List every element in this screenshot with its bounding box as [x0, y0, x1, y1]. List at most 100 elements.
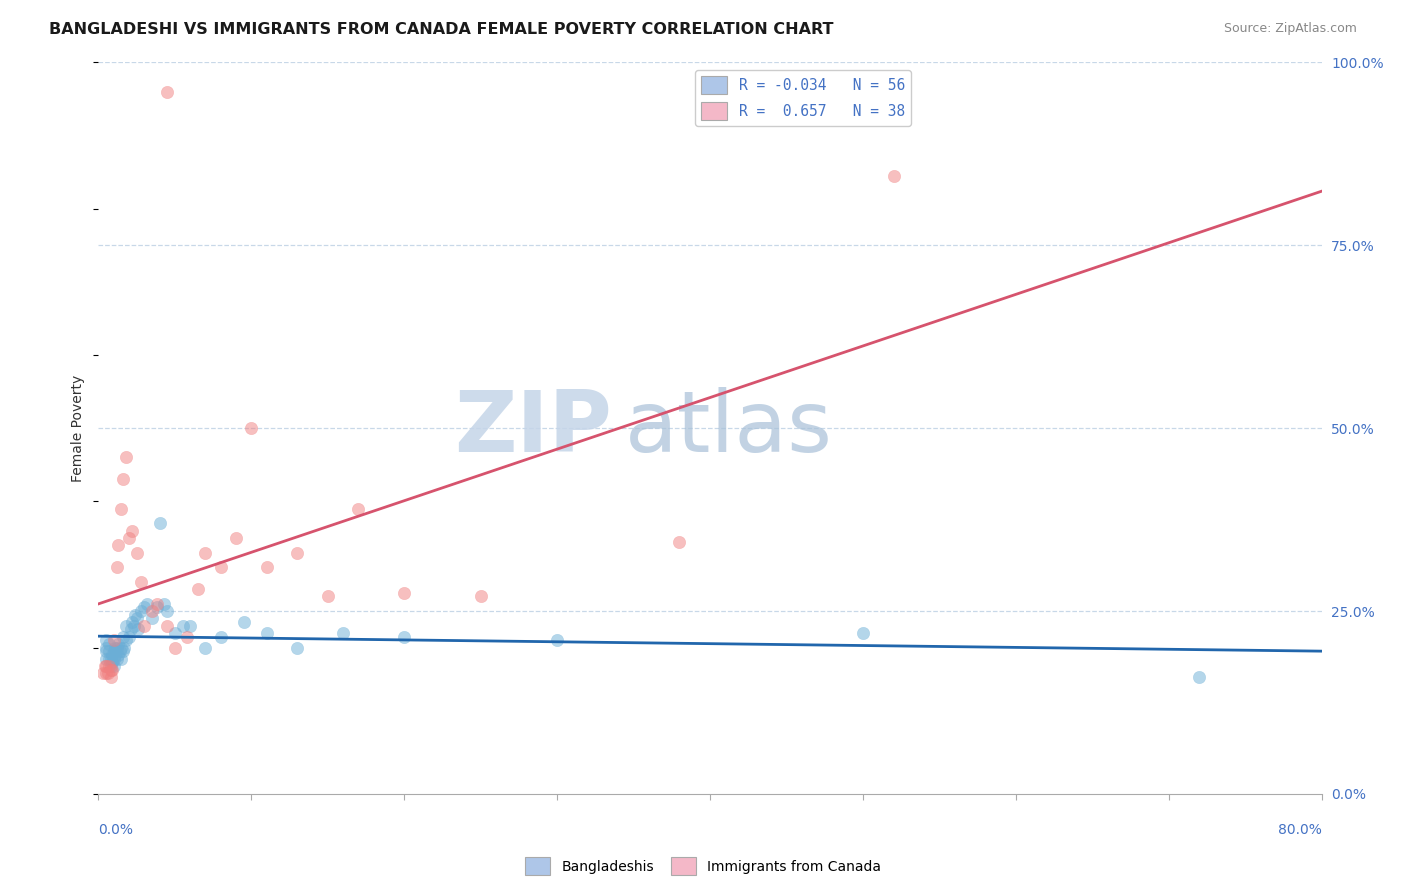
Point	[101, 663, 124, 677]
Point	[121, 524, 143, 538]
Point	[136, 597, 159, 611]
Point	[118, 531, 141, 545]
Point	[145, 600, 167, 615]
Point	[110, 651, 132, 665]
Point	[107, 637, 129, 651]
Point	[1188, 670, 1211, 684]
Text: Source: ZipAtlas.com: Source: ZipAtlas.com	[1223, 22, 1357, 36]
Point	[332, 626, 354, 640]
Point	[546, 633, 568, 648]
Point	[209, 560, 232, 574]
Legend: Bangladeshis, Immigrants from Canada: Bangladeshis, Immigrants from Canada	[520, 852, 886, 880]
Point	[94, 651, 117, 665]
Point	[97, 666, 120, 681]
Point	[176, 630, 198, 644]
Text: 0.0%: 0.0%	[98, 823, 134, 837]
Point	[115, 450, 138, 465]
Point	[98, 658, 121, 673]
Point	[110, 640, 132, 655]
Point	[118, 630, 141, 644]
Point	[111, 630, 134, 644]
Point	[104, 648, 127, 662]
Point	[194, 640, 217, 655]
Point	[112, 640, 135, 655]
Point	[187, 582, 209, 596]
Point	[172, 618, 194, 632]
Point	[668, 534, 690, 549]
Point	[392, 630, 416, 644]
Point	[105, 640, 128, 655]
Legend: R = -0.034   N = 56, R =  0.657   N = 38: R = -0.034 N = 56, R = 0.657 N = 38	[695, 70, 911, 126]
Point	[121, 615, 143, 629]
Point	[256, 626, 278, 640]
Point	[104, 640, 127, 655]
Point	[101, 648, 124, 662]
Point	[111, 472, 134, 486]
Y-axis label: Female Poverty: Female Poverty	[72, 375, 86, 482]
Point	[194, 545, 217, 559]
Point	[100, 658, 122, 673]
Point	[98, 637, 121, 651]
Point	[122, 618, 145, 632]
Point	[107, 538, 129, 552]
Point	[129, 574, 152, 589]
Point	[156, 618, 179, 632]
Point	[316, 590, 339, 604]
Point	[111, 644, 134, 658]
Point	[93, 658, 115, 673]
Point	[141, 611, 163, 625]
Point	[240, 421, 263, 435]
Point	[120, 623, 142, 637]
Point	[98, 644, 121, 658]
Point	[134, 618, 156, 632]
Point	[100, 651, 122, 665]
Point	[141, 604, 163, 618]
Point	[163, 626, 186, 640]
Point	[94, 644, 117, 658]
Text: BANGLADESHI VS IMMIGRANTS FROM CANADA FEMALE POVERTY CORRELATION CHART: BANGLADESHI VS IMMIGRANTS FROM CANADA FE…	[49, 22, 834, 37]
Point	[105, 651, 128, 665]
Point	[91, 666, 114, 681]
Text: ZIP: ZIP	[454, 386, 612, 470]
Point	[347, 501, 370, 516]
Point	[156, 85, 179, 99]
Point	[232, 615, 254, 629]
Point	[129, 604, 152, 618]
Point	[149, 516, 172, 531]
Point	[110, 501, 132, 516]
Text: 80.0%: 80.0%	[1278, 823, 1322, 837]
Point	[115, 633, 138, 648]
Point	[256, 560, 278, 574]
Point	[101, 655, 124, 669]
Point	[108, 644, 131, 658]
Point	[883, 169, 905, 183]
Point	[94, 658, 117, 673]
Point	[124, 607, 146, 622]
Point	[125, 545, 148, 559]
Point	[103, 651, 125, 665]
Point	[163, 640, 186, 655]
Point	[94, 633, 117, 648]
Point	[127, 623, 149, 637]
Text: atlas: atlas	[624, 386, 832, 470]
Point	[103, 658, 125, 673]
Point	[94, 666, 117, 681]
Point	[470, 590, 492, 604]
Point	[94, 640, 117, 655]
Point	[100, 663, 122, 677]
Point	[105, 560, 128, 574]
Point	[179, 618, 201, 632]
Point	[98, 651, 121, 665]
Point	[392, 586, 416, 600]
Point	[115, 618, 138, 632]
Point	[100, 670, 122, 684]
Point	[125, 611, 148, 625]
Point	[852, 626, 875, 640]
Point	[134, 600, 156, 615]
Point	[225, 531, 247, 545]
Point	[156, 604, 179, 618]
Point	[285, 640, 308, 655]
Point	[103, 633, 125, 648]
Point	[145, 597, 167, 611]
Point	[107, 648, 129, 662]
